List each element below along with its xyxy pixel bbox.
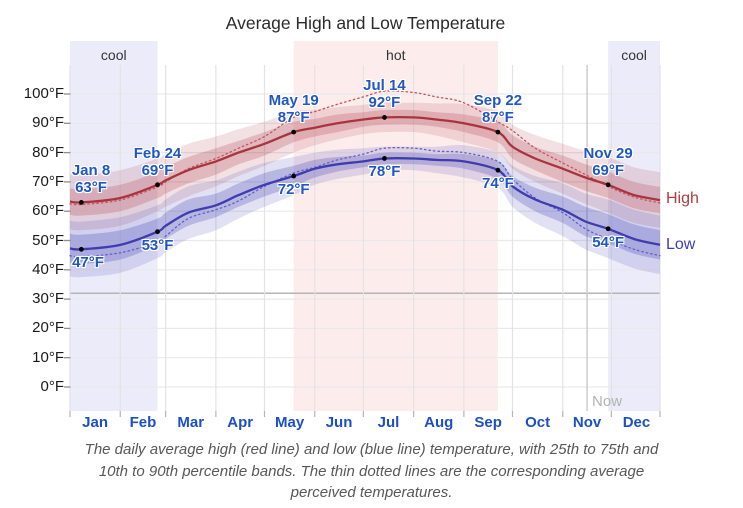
y-axis-label: 70°F — [32, 172, 64, 190]
season-label-cool: cool — [100, 47, 127, 63]
y-axis-label: 100°F — [23, 85, 64, 102]
x-axis-month-label: Aug — [424, 414, 454, 431]
season-label-cool: cool — [621, 47, 647, 63]
band-high-10th-90th-percentile — [70, 102, 660, 231]
high-annotation: May 19 87°F — [269, 92, 319, 126]
y-axis-label: 0°F — [40, 378, 64, 395]
high-annotation: Jan 8 63°F — [72, 162, 110, 196]
x-axis-month-label: Jun — [325, 414, 353, 431]
x-axis-month-label: Apr — [227, 414, 254, 431]
season-band-cool — [608, 41, 660, 411]
annotation-date: Feb 24 — [133, 144, 182, 162]
high-marker-dot — [78, 200, 84, 205]
y-axis-label: 90°F — [32, 114, 64, 132]
y-axis-label: 30°F — [32, 290, 64, 308]
band-low-10th-90th-percentile — [70, 145, 660, 278]
x-axis-month-label: Oct — [525, 414, 551, 431]
annotation-date: May 19 — [268, 92, 319, 110]
y-axis-label: 10°F — [32, 348, 64, 366]
chart-title: Average High and Low Temperature — [225, 13, 506, 33]
annotation-temp: 69°F — [592, 161, 625, 179]
low-marker-dot — [605, 226, 611, 232]
low-annotation: 74°F — [481, 175, 514, 193]
high-line-label: High — [666, 190, 699, 208]
high-marker-dot — [605, 182, 611, 188]
low-marker-dot — [78, 246, 84, 252]
high-marker-dot — [291, 129, 297, 135]
x-axis-month-label: Jan — [82, 414, 109, 431]
annotation-temp: 87°F — [277, 109, 310, 127]
low-annotation: 78°F — [368, 163, 401, 181]
high-annotation: Feb 24 69°F — [134, 145, 182, 179]
x-axis-month-label: Sep — [474, 414, 502, 431]
high-annotation: Jul 14 92°F — [363, 77, 406, 111]
x-axis-month-label: Nov — [572, 414, 602, 431]
line-low — [69, 157, 661, 251]
low-marker-dot — [382, 156, 387, 161]
x-axis-month-label: May — [275, 414, 305, 431]
low-line-label: Low — [666, 235, 696, 253]
low-marker-dot — [291, 173, 297, 179]
now-label: Now — [592, 393, 623, 410]
annotation-date: Jul 14 — [363, 77, 406, 95]
season-label-hot: hot — [386, 47, 406, 63]
y-axis-label: 60°F — [32, 202, 64, 220]
high-marker-dot — [155, 182, 160, 188]
annotation-temp: 92°F — [368, 94, 401, 112]
annotation-date: Jan 8 — [71, 162, 111, 180]
line-high — [69, 116, 661, 204]
high-annotation: Nov 29 69°F — [584, 145, 633, 179]
x-axis-month-label: Jul — [377, 414, 400, 431]
low-marker-dot — [155, 229, 160, 235]
low-annotation: 54°F — [592, 233, 625, 251]
y-axis-label: 40°F — [32, 260, 64, 278]
caption-line: perceived temperatures. — [290, 484, 453, 501]
annotation-temp: 69°F — [141, 161, 174, 179]
x-axis-month-label: Mar — [177, 414, 205, 431]
x-axis-month-label: Feb — [129, 414, 157, 431]
annotation-temp: 87°F — [481, 109, 514, 127]
band-low-25th-75th-percentile — [70, 152, 660, 265]
line-perceived-high — [69, 90, 661, 206]
x-axis-month-label: Dec — [622, 414, 651, 431]
low-annotation: 72°F — [277, 181, 310, 199]
annotation-temp: 63°F — [75, 179, 107, 197]
chart-caption: The daily average high (red line) and lo… — [0, 439, 743, 504]
season-band-cool — [70, 41, 158, 411]
low-annotation: 47°F — [72, 254, 104, 272]
band-high-25th-75th-percentile — [70, 109, 660, 216]
y-axis-label: 80°F — [32, 143, 64, 161]
high-annotation: Sep 22 87°F — [474, 92, 522, 126]
low-marker-dot — [495, 167, 501, 173]
caption-line: The daily average high (red line) and lo… — [84, 441, 659, 458]
annotation-date: Nov 29 — [583, 144, 633, 162]
low-annotation: 53°F — [141, 236, 174, 254]
line-perceived-low — [69, 146, 661, 258]
high-marker-dot — [382, 115, 387, 120]
y-axis-label: 50°F — [32, 231, 64, 249]
caption-line: 10th to 90th percentile bands. The thin … — [98, 462, 645, 480]
annotation-date: Sep 22 — [473, 92, 523, 110]
y-axis-label: 20°F — [32, 319, 64, 337]
high-marker-dot — [495, 129, 501, 135]
